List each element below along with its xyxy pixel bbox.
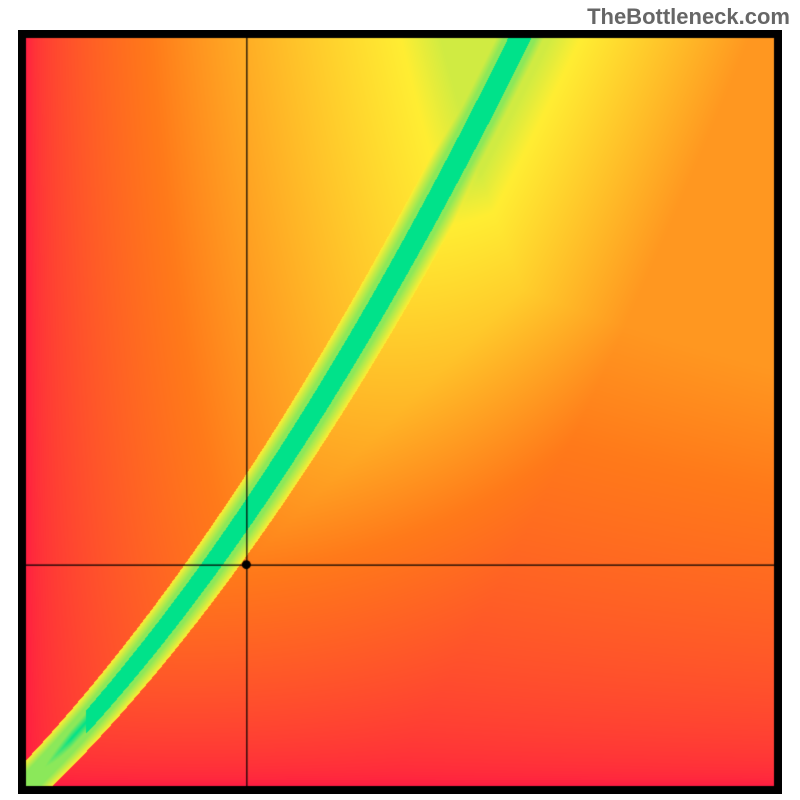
watermark-label: TheBottleneck.com bbox=[587, 4, 790, 30]
plot-frame bbox=[18, 30, 782, 794]
bottleneck-heatmap bbox=[18, 30, 782, 794]
chart-container: TheBottleneck.com bbox=[0, 0, 800, 800]
